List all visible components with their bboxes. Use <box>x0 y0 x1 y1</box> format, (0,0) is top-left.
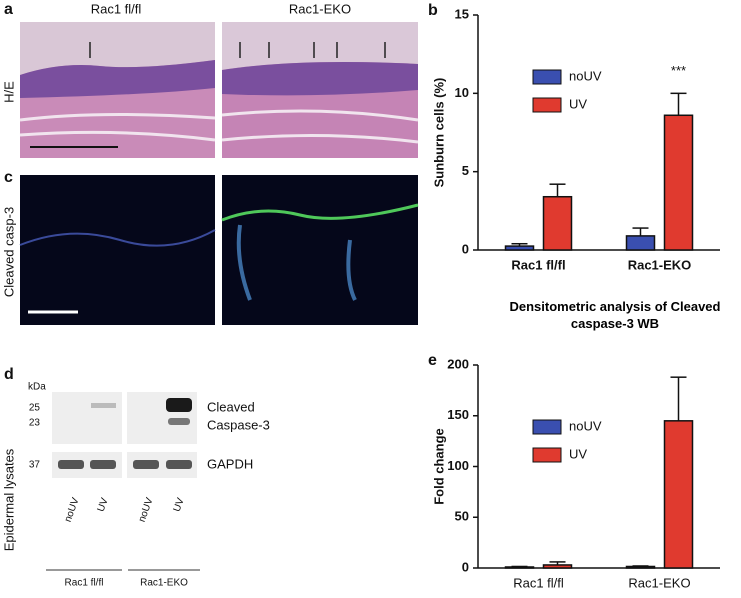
y-tick-label: 0 <box>462 241 469 256</box>
legend-swatch <box>532 447 562 463</box>
y-tick-label: 15 <box>455 6 469 21</box>
x-tick-label: Rac1 fl/fl <box>513 575 564 590</box>
marker-label: 37 <box>29 460 41 471</box>
row-label: Cleaved casp-3 <box>1 207 16 297</box>
panel-label: a <box>4 1 13 18</box>
x-tick-label: Rac1 fl/fl <box>511 257 565 272</box>
panel-label: b <box>428 2 438 19</box>
bar <box>625 235 656 251</box>
bar <box>542 564 573 569</box>
lane-label: UV <box>172 496 187 513</box>
y-tick-label: 0 <box>462 559 469 574</box>
y-tick-label: 5 <box>462 163 469 178</box>
marker-label: 25 <box>29 403 41 414</box>
band-label: Caspase-3 <box>207 417 270 432</box>
column-label: Rac1 fl/fl <box>91 1 142 16</box>
y-tick-label: 10 <box>455 85 469 100</box>
lane-label: noUV <box>137 496 156 524</box>
annotation: *** <box>671 63 686 78</box>
y-tick-label: 200 <box>447 356 469 371</box>
lane-label: noUV <box>63 496 82 524</box>
legend-label: UV <box>569 96 587 111</box>
marker-label: 23 <box>29 418 41 429</box>
lane-label: UV <box>96 496 111 513</box>
panel-label: d <box>4 366 14 383</box>
row-label: H/E <box>1 81 16 103</box>
y-tick-label: 150 <box>447 407 469 422</box>
band-label: GAPDH <box>207 456 253 471</box>
x-tick-label: Rac1-EKO <box>628 257 692 272</box>
legend-swatch <box>532 69 562 85</box>
he-image <box>19 22 419 158</box>
group-label: Rac1-EKO <box>140 578 188 589</box>
panel-label: e <box>428 352 437 369</box>
y-tick-label: 100 <box>447 458 469 473</box>
y-tick-label: 50 <box>455 509 469 524</box>
legend-label: UV <box>569 446 587 461</box>
y-axis-label: Fold change <box>431 428 446 505</box>
group-label: Rac1 fl/fl <box>65 578 104 589</box>
unit-label: kDa <box>28 382 46 393</box>
bar <box>542 195 573 251</box>
column-label: Rac1-EKO <box>289 1 351 16</box>
chart-title: Densitometric analysis of Cleaved caspas… <box>509 299 721 331</box>
legend-swatch <box>532 419 562 435</box>
band-label: Cleaved <box>207 399 255 414</box>
legend-label: noUV <box>569 418 602 433</box>
panel-label: c <box>4 169 13 186</box>
bar <box>663 420 694 569</box>
legend-label: noUV <box>569 68 602 83</box>
western-blot <box>46 392 200 571</box>
bar <box>663 114 694 251</box>
y-axis-label: Sunburn cells (%) <box>431 78 446 188</box>
bar <box>504 245 535 251</box>
legend-swatch <box>532 97 562 113</box>
x-tick-label: Rac1-EKO <box>628 575 690 590</box>
immunofluorescence-image <box>19 175 419 325</box>
row-label: Epidermal lysates <box>1 448 16 551</box>
